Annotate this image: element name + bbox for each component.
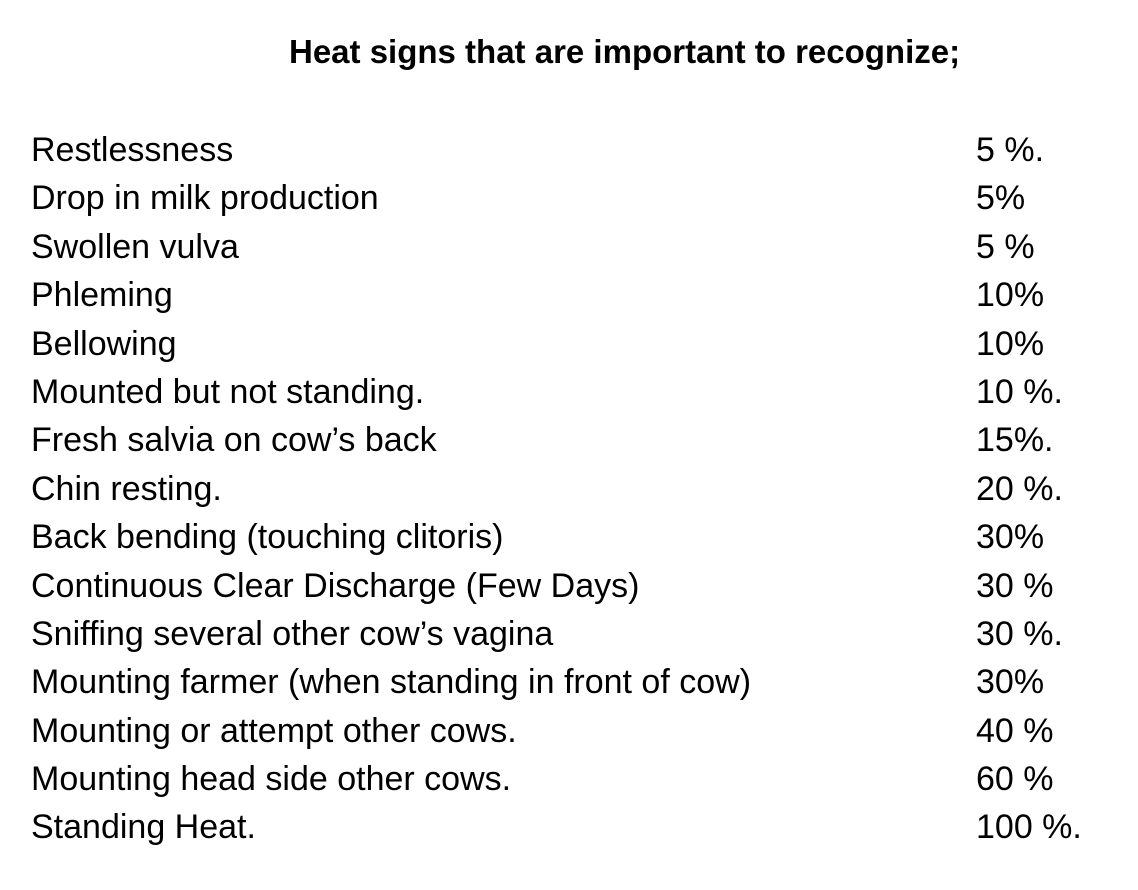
sign-row: Restlessness 5 %. bbox=[31, 126, 1111, 174]
sign-row: Fresh salvia on cow’s back 15%. bbox=[31, 416, 1111, 464]
sign-percentage: 40 % bbox=[976, 711, 1054, 750]
sign-percentage: 30 %. bbox=[976, 614, 1063, 653]
document-title: Heat signs that are important to recogni… bbox=[289, 33, 961, 70]
sign-label: Continuous Clear Discharge (Few Days) bbox=[31, 566, 640, 605]
sign-row: Mounted but not standing. 10 %. bbox=[31, 368, 1111, 416]
sign-row: Standing Heat. 100 %. bbox=[31, 803, 1111, 851]
sign-row: Mounting farmer (when standing in front … bbox=[31, 658, 1111, 706]
sign-label: Back bending (touching clitoris) bbox=[31, 518, 504, 557]
sign-row: Swollen vulva 5 % bbox=[31, 223, 1111, 271]
sign-percentage: 5 % bbox=[976, 227, 1035, 266]
sign-percentage: 30 % bbox=[976, 566, 1054, 605]
sign-row: Mounting head side other cows. 60 % bbox=[31, 755, 1111, 803]
sign-row: Phleming 10% bbox=[31, 271, 1111, 319]
sign-label: Chin resting. bbox=[31, 469, 222, 508]
sign-label: Sniffing several other cow’s vagina bbox=[31, 614, 554, 653]
sign-percentage: 15%. bbox=[976, 421, 1054, 460]
sign-label: Mounting head side other cows. bbox=[31, 760, 512, 799]
sign-percentage: 60 % bbox=[976, 760, 1054, 799]
sign-label: Phleming bbox=[31, 276, 173, 315]
sign-row: Mounting or attempt other cows. 40 % bbox=[31, 707, 1111, 755]
sign-row: Back bending (touching clitoris) 30% bbox=[31, 513, 1111, 561]
sign-row: Bellowing 10% bbox=[31, 320, 1111, 368]
sign-label: Drop in milk production bbox=[31, 179, 379, 218]
sign-row: Chin resting. 20 %. bbox=[31, 465, 1111, 513]
sign-row: Continuous Clear Discharge (Few Days) 30… bbox=[31, 562, 1111, 610]
sign-percentage: 10 %. bbox=[976, 372, 1063, 411]
sign-label: Standing Heat. bbox=[31, 808, 256, 847]
sign-row: Sniffing several other cow’s vagina 30 %… bbox=[31, 610, 1111, 658]
sign-label: Mounting or attempt other cows. bbox=[31, 711, 517, 750]
sign-percentage: 30% bbox=[976, 663, 1045, 702]
sign-percentage: 100 %. bbox=[976, 808, 1082, 847]
heat-sign-list: Restlessness 5 %. Drop in milk productio… bbox=[31, 126, 1111, 852]
sign-percentage: 20 %. bbox=[976, 469, 1063, 508]
sign-label: Mounted but not standing. bbox=[31, 372, 425, 411]
sign-label: Restlessness bbox=[31, 131, 234, 169]
sign-percentage: 5 %. bbox=[976, 131, 1045, 169]
sign-percentage: 5% bbox=[976, 179, 1026, 218]
sign-label: Mounting farmer (when standing in front … bbox=[31, 663, 752, 702]
sign-row: Drop in milk production 5% bbox=[31, 174, 1111, 222]
sign-label: Fresh salvia on cow’s back bbox=[31, 421, 437, 460]
sign-percentage: 10% bbox=[976, 324, 1045, 363]
sign-label: Swollen vulva bbox=[31, 227, 239, 266]
sign-percentage: 10% bbox=[976, 276, 1045, 315]
sign-percentage: 30% bbox=[976, 518, 1045, 557]
sign-label: Bellowing bbox=[31, 324, 177, 363]
